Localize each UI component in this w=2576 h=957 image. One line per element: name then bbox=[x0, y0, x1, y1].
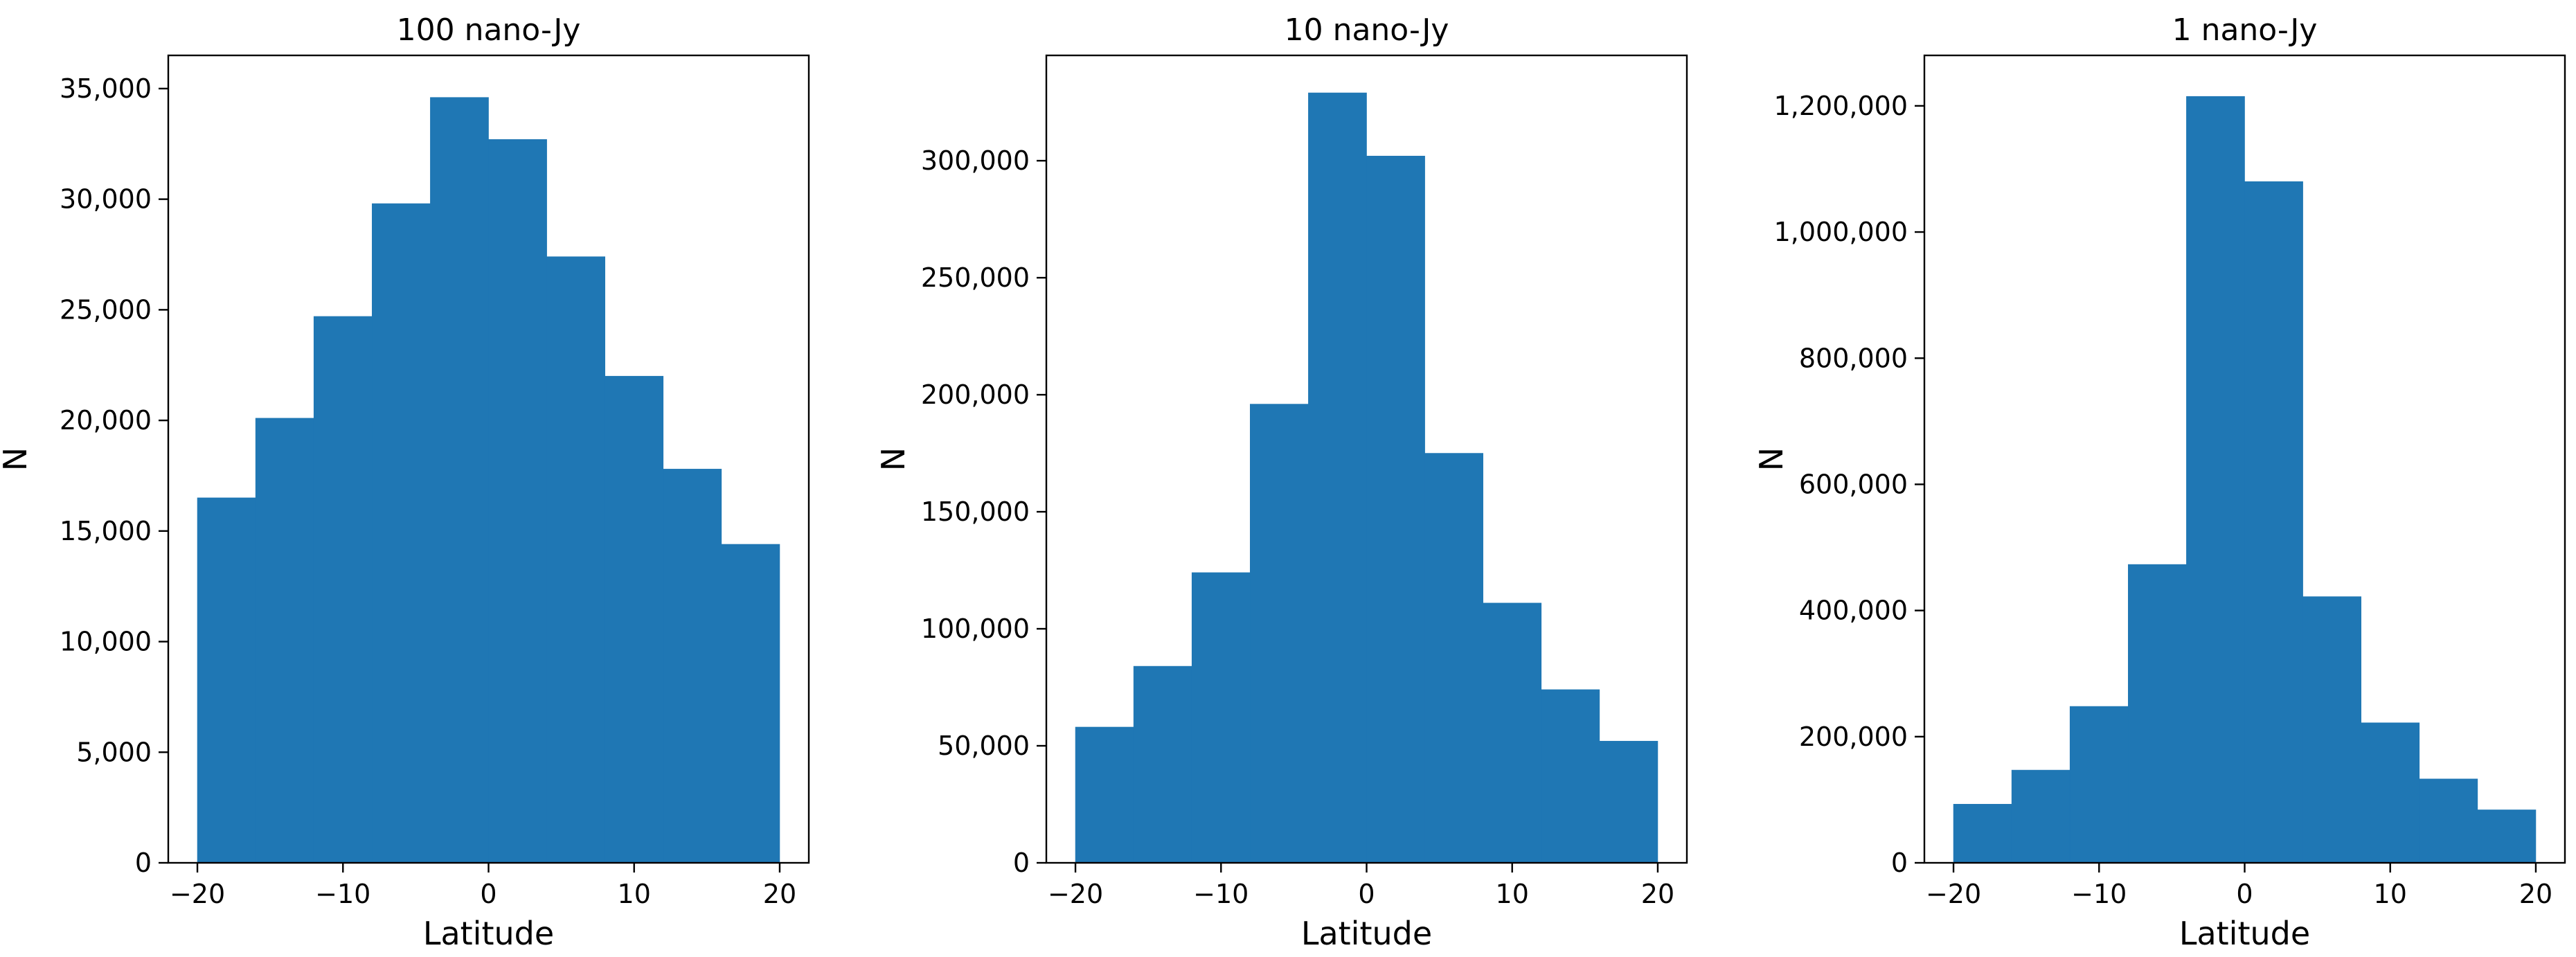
x-tick-label: 20 bbox=[1641, 879, 1674, 909]
histogram-bar bbox=[546, 256, 605, 864]
chart-title: 100 nano-Jy bbox=[397, 12, 581, 48]
x-axis-label: Latitude bbox=[423, 915, 554, 952]
y-tick-label: 20,000 bbox=[60, 405, 152, 436]
panels: −20 −10 0 10 20 0 5,000 10,000 15,000 20,000 25,00… bbox=[0, 12, 2566, 952]
histogram-bar bbox=[2419, 778, 2478, 864]
y-tick-label: 800,000 bbox=[1799, 343, 1908, 373]
y-axis-label: N bbox=[1753, 447, 1790, 471]
histogram-bar bbox=[372, 203, 431, 864]
x-tick-label: 10 bbox=[618, 879, 651, 909]
histogram-bar bbox=[1250, 404, 1309, 864]
histogram-bar bbox=[2128, 564, 2187, 864]
x-tick-label: 0 bbox=[2236, 879, 2253, 909]
histogram-bar bbox=[1599, 740, 1658, 864]
y-tick-label: 0 bbox=[1891, 848, 1908, 878]
histogram-bar bbox=[430, 97, 489, 864]
histogram-bar bbox=[2361, 722, 2420, 864]
y-tick-label: 25,000 bbox=[60, 294, 152, 325]
chart-title: 1 nano-Jy bbox=[2172, 12, 2318, 48]
histogram-bar bbox=[605, 375, 664, 864]
histogram-bar bbox=[488, 139, 547, 864]
histogram-bar bbox=[663, 469, 722, 864]
chart-title: 10 nano-Jy bbox=[1285, 12, 1449, 48]
x-tick-label: 20 bbox=[2519, 879, 2552, 909]
histogram-panel-3: −20 −10 0 10 20 0 200,000 400,000 600,000 800,000… bbox=[1753, 12, 2566, 952]
y-tick-label: 600,000 bbox=[1799, 469, 1908, 499]
y-axis-label: N bbox=[0, 447, 34, 471]
y-tick-label: 15,000 bbox=[60, 516, 152, 546]
histogram-bar bbox=[313, 316, 373, 864]
histogram-bar bbox=[1133, 665, 1192, 864]
x-tick-label: 10 bbox=[2374, 879, 2407, 909]
y-tick-label: 400,000 bbox=[1799, 596, 1908, 626]
y-tick-label: 200,000 bbox=[921, 379, 1030, 410]
y-tick-label: 200,000 bbox=[1799, 722, 1908, 752]
histogram-bar bbox=[2244, 181, 2303, 864]
histogram-bar bbox=[2069, 706, 2129, 864]
histogram-panel-1: −20 −10 0 10 20 0 5,000 10,000 15,000 20,000 25,00… bbox=[0, 12, 810, 952]
x-tick-label: −20 bbox=[170, 879, 225, 909]
y-tick-label: 150,000 bbox=[921, 497, 1030, 527]
x-tick-label: 0 bbox=[1358, 879, 1375, 909]
histogram-bar bbox=[2186, 96, 2245, 864]
histogram-bar bbox=[2011, 769, 2070, 864]
y-tick-label: 10,000 bbox=[60, 627, 152, 657]
histogram-bar bbox=[1424, 453, 1483, 864]
x-axis-label: Latitude bbox=[1301, 915, 1432, 952]
x-tick-label: −20 bbox=[1926, 879, 1981, 909]
y-tick-label: 5,000 bbox=[76, 737, 152, 767]
y-tick-label: 35,000 bbox=[60, 73, 152, 104]
y-tick-label: 100,000 bbox=[921, 614, 1030, 644]
x-tick-label: 10 bbox=[1496, 879, 1529, 909]
y-tick-label: 1,000,000 bbox=[1774, 217, 1908, 247]
x-tick-label: 20 bbox=[763, 879, 796, 909]
x-tick-label: −10 bbox=[2071, 879, 2127, 909]
histogram-bar bbox=[1953, 803, 2012, 864]
y-tick-label: 30,000 bbox=[60, 184, 152, 215]
y-tick-label: 1,200,000 bbox=[1774, 91, 1908, 121]
y-tick-label: 0 bbox=[1013, 848, 1030, 878]
histogram-bar bbox=[721, 544, 780, 864]
y-tick-label: 50,000 bbox=[938, 731, 1030, 761]
histogram-bar bbox=[1308, 92, 1367, 864]
y-tick-label: 300,000 bbox=[921, 145, 1030, 176]
x-tick-label: −20 bbox=[1048, 879, 1103, 909]
y-tick-label: 0 bbox=[135, 848, 152, 878]
histogram-bar bbox=[1541, 689, 1600, 864]
histogram-bar bbox=[1366, 156, 1425, 864]
histogram-bar bbox=[1483, 602, 1542, 864]
x-axis-label: Latitude bbox=[2179, 915, 2310, 952]
y-axis-label: N bbox=[875, 447, 912, 471]
x-tick-label: −10 bbox=[1193, 879, 1249, 909]
histogram-bar bbox=[1191, 572, 1251, 864]
histogram-bar bbox=[2477, 810, 2537, 864]
histogram-bar bbox=[1075, 726, 1134, 864]
x-tick-label: −10 bbox=[315, 879, 370, 909]
y-tick-label: 250,000 bbox=[921, 262, 1030, 293]
histogram-panel-2: −20 −10 0 10 20 0 50,000 100,000 150,000 200,000 2… bbox=[875, 12, 1688, 952]
histogram-bar bbox=[197, 497, 256, 864]
histogram-bar bbox=[255, 418, 314, 864]
histogram-bar bbox=[2302, 596, 2361, 864]
x-tick-label: 0 bbox=[480, 879, 497, 909]
